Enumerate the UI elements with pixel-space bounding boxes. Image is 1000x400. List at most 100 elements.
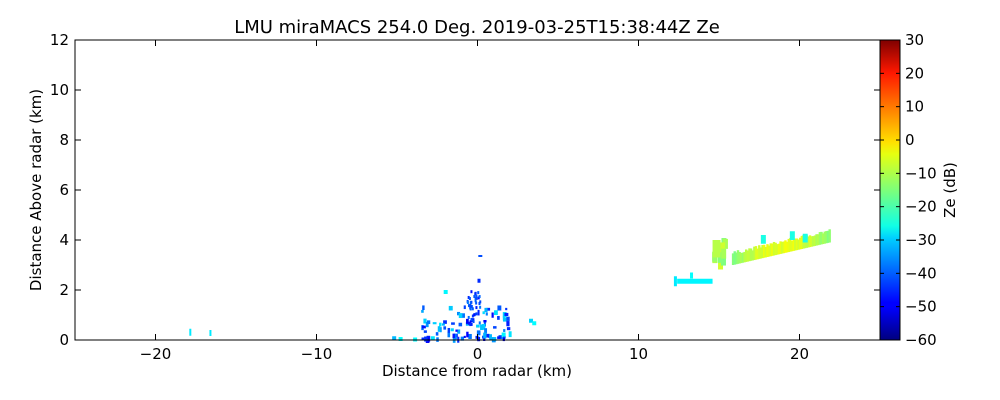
echo-cell	[468, 321, 471, 325]
echo-cell	[677, 278, 713, 284]
echo-cell	[494, 310, 498, 315]
echo-cell	[797, 239, 800, 250]
y-tick-label: 10	[50, 81, 69, 99]
colorbar-tick-label: −40	[905, 264, 937, 282]
echo-cell	[810, 236, 813, 247]
echo-cell	[767, 245, 771, 257]
echo-cell	[460, 336, 465, 341]
echo-cell	[772, 241, 776, 256]
echo-cell	[721, 248, 727, 259]
echo-cell	[771, 243, 774, 256]
echo-cell	[483, 320, 487, 323]
echo-cell	[754, 246, 758, 260]
echo-cell	[769, 243, 772, 257]
echo-cell	[421, 325, 426, 329]
echo-cell	[477, 278, 481, 283]
y-tick-label: 12	[50, 31, 69, 49]
colorbar-tick-label: −20	[905, 198, 937, 216]
echo-cell	[475, 296, 478, 300]
echo-cell	[744, 249, 748, 262]
echo-cell	[478, 255, 483, 257]
echo-cell	[470, 322, 473, 326]
echo-cell	[475, 306, 478, 310]
echo-cell	[825, 231, 828, 244]
echo-cell	[820, 231, 823, 245]
echo-cell	[473, 313, 476, 317]
echo-cell	[432, 322, 437, 325]
colorbar-tick-label: −60	[905, 331, 937, 349]
echo-cell	[722, 238, 728, 249]
echo-cell	[787, 238, 790, 253]
echo-cell	[472, 320, 475, 324]
echo-cell	[426, 320, 431, 325]
echo-cell	[475, 312, 478, 316]
echo-cell	[477, 336, 481, 342]
echo-cell	[799, 237, 802, 250]
chart-title: LMU miraMACS 254.0 Deg. 2019-03-25T15:38…	[234, 17, 720, 38]
echo-cell	[789, 237, 792, 252]
echo-cell	[469, 320, 472, 324]
echo-cell	[497, 315, 500, 320]
colorbar-tick-label: 10	[905, 98, 924, 116]
x-axis: −20 −10 0 10 20	[140, 40, 809, 363]
echo-cell	[818, 232, 822, 245]
echo-cell	[470, 317, 473, 321]
echo-cell	[474, 299, 477, 303]
echo-cell	[463, 305, 466, 310]
echo-cell	[484, 307, 488, 313]
echo-cell	[807, 236, 810, 248]
echo-cell	[826, 230, 830, 243]
echo-cell	[483, 336, 486, 342]
echo-cell	[477, 291, 480, 295]
echo-cell	[439, 327, 442, 333]
echo-cell	[812, 236, 815, 247]
echo-cell	[751, 250, 754, 261]
echo-cell	[478, 321, 481, 325]
echo-4	[712, 238, 728, 270]
echo-cell	[468, 297, 471, 301]
echo-cell	[506, 321, 510, 327]
y-tick-label: 2	[59, 281, 69, 299]
echo-cell	[817, 234, 820, 246]
echo-cell	[448, 305, 453, 311]
echo-cell	[469, 303, 472, 307]
echo-cell	[673, 276, 677, 287]
echo-cell	[760, 235, 766, 244]
y-tick-label: 6	[59, 181, 69, 199]
echo-cell	[502, 336, 506, 339]
echo-cell	[483, 332, 487, 339]
echo-cell	[736, 250, 740, 264]
echo-cell	[478, 302, 481, 306]
echo-cell	[452, 333, 455, 339]
echo-cell	[442, 323, 445, 326]
echo-cell	[764, 246, 768, 258]
echo-cell	[482, 311, 485, 315]
colorbar-tick-label: 20	[905, 64, 924, 82]
echo-cell	[753, 246, 756, 261]
echo-cell	[497, 305, 502, 311]
echo-cell	[815, 234, 818, 246]
echo-cell	[398, 337, 403, 341]
echo-cell	[758, 245, 761, 259]
colorbar-gradient	[879, 39, 901, 341]
echo-cell	[789, 231, 795, 240]
echo-cell	[761, 245, 764, 259]
x-tick-label: −20	[140, 345, 172, 363]
x-tick-label: 20	[790, 345, 809, 363]
echo-cell	[718, 259, 724, 270]
echo-cell	[504, 312, 509, 317]
echo-cell	[508, 331, 512, 338]
x-axis-label: Distance from radar (km)	[382, 362, 572, 380]
echo-cell	[690, 272, 694, 279]
echo-cell	[421, 337, 425, 340]
echo-cell	[782, 241, 786, 254]
echo-cell	[731, 253, 735, 265]
echo-cell	[466, 331, 469, 338]
colorbar-tick-label: −50	[905, 298, 937, 316]
echo-cell	[813, 235, 817, 246]
echo-cell	[784, 240, 787, 253]
echo-cell	[746, 250, 750, 262]
colorbar-tick-label: −30	[905, 231, 937, 249]
echo-cell	[425, 321, 429, 328]
